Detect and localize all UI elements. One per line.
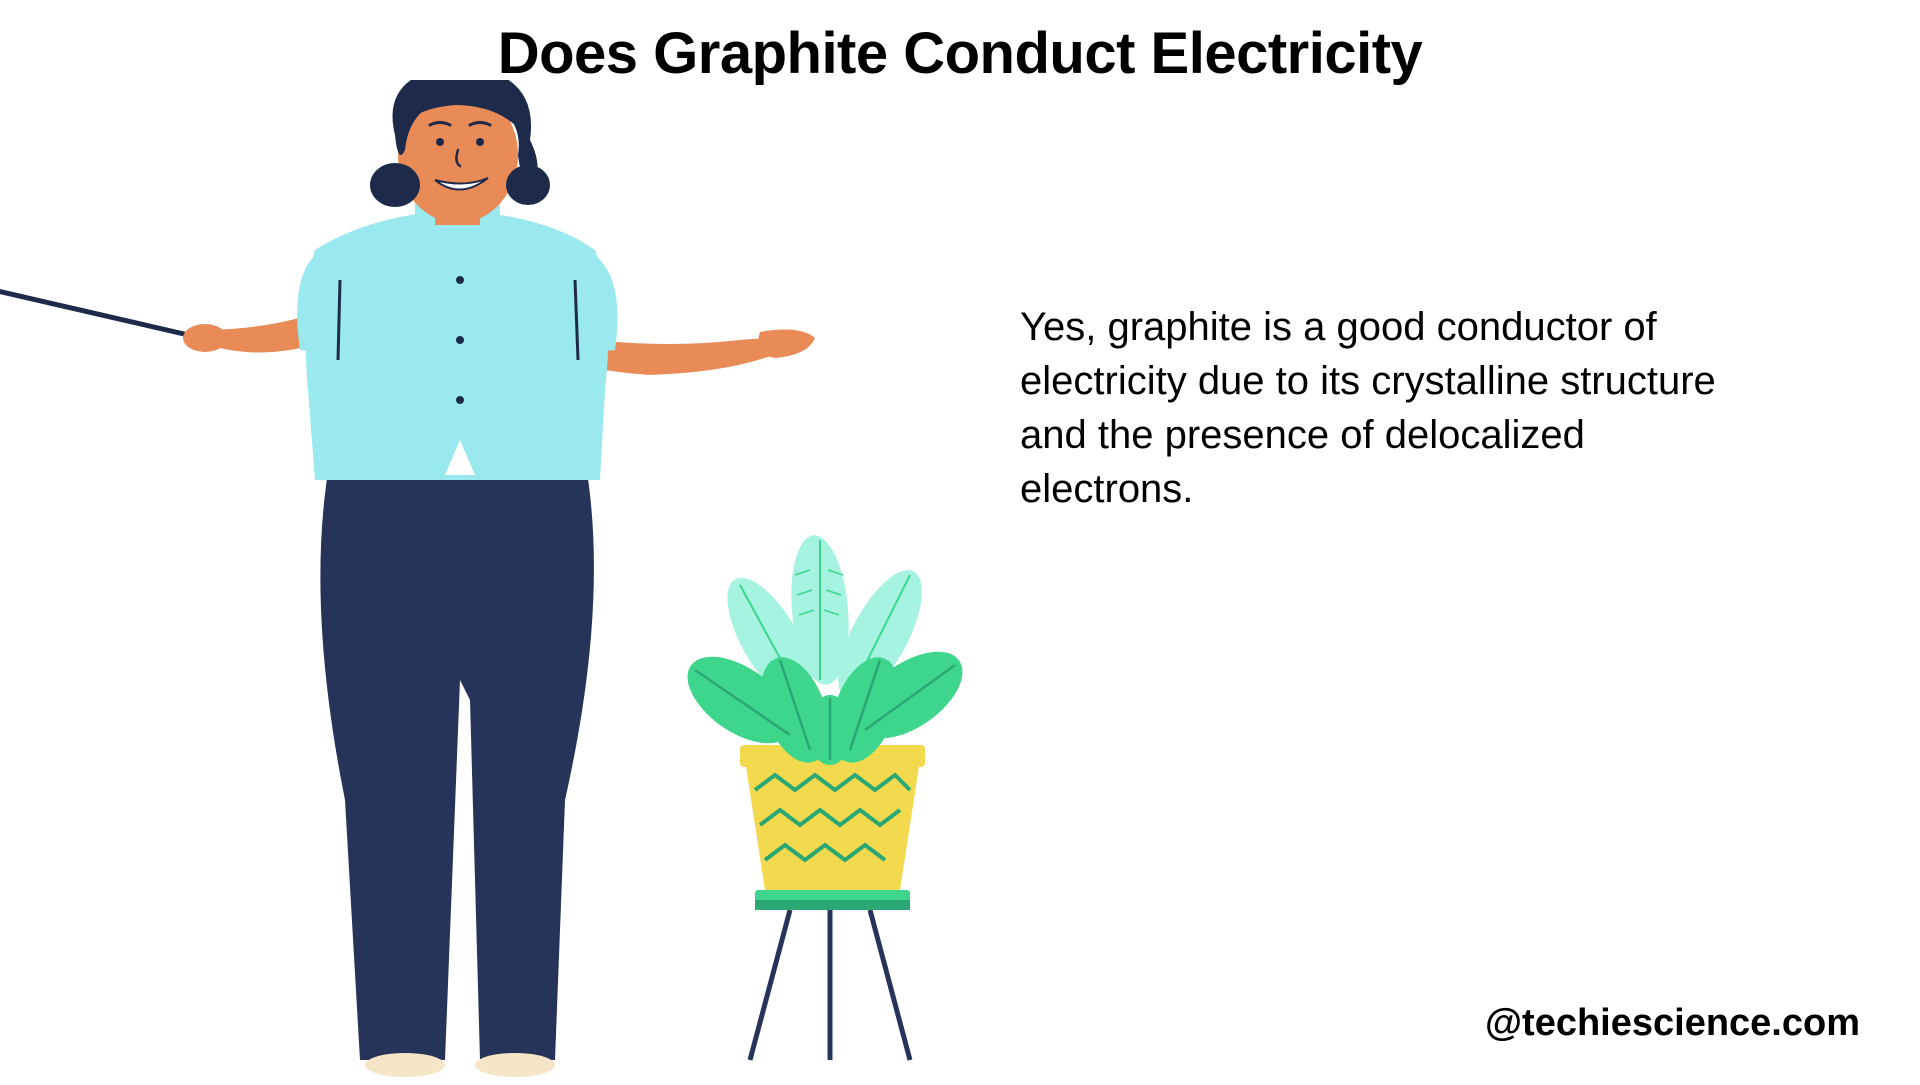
teacher-illustration xyxy=(0,80,1000,1080)
potted-plant-icon xyxy=(672,533,977,1060)
pointer-stick-icon xyxy=(0,280,210,340)
body-paragraph: Yes, graphite is a good conductor of ele… xyxy=(1020,300,1740,516)
woman-figure-icon xyxy=(183,80,815,1077)
attribution-text: @techiescience.com xyxy=(1485,1002,1860,1045)
page-title: Does Graphite Conduct Electricity xyxy=(0,20,1920,87)
